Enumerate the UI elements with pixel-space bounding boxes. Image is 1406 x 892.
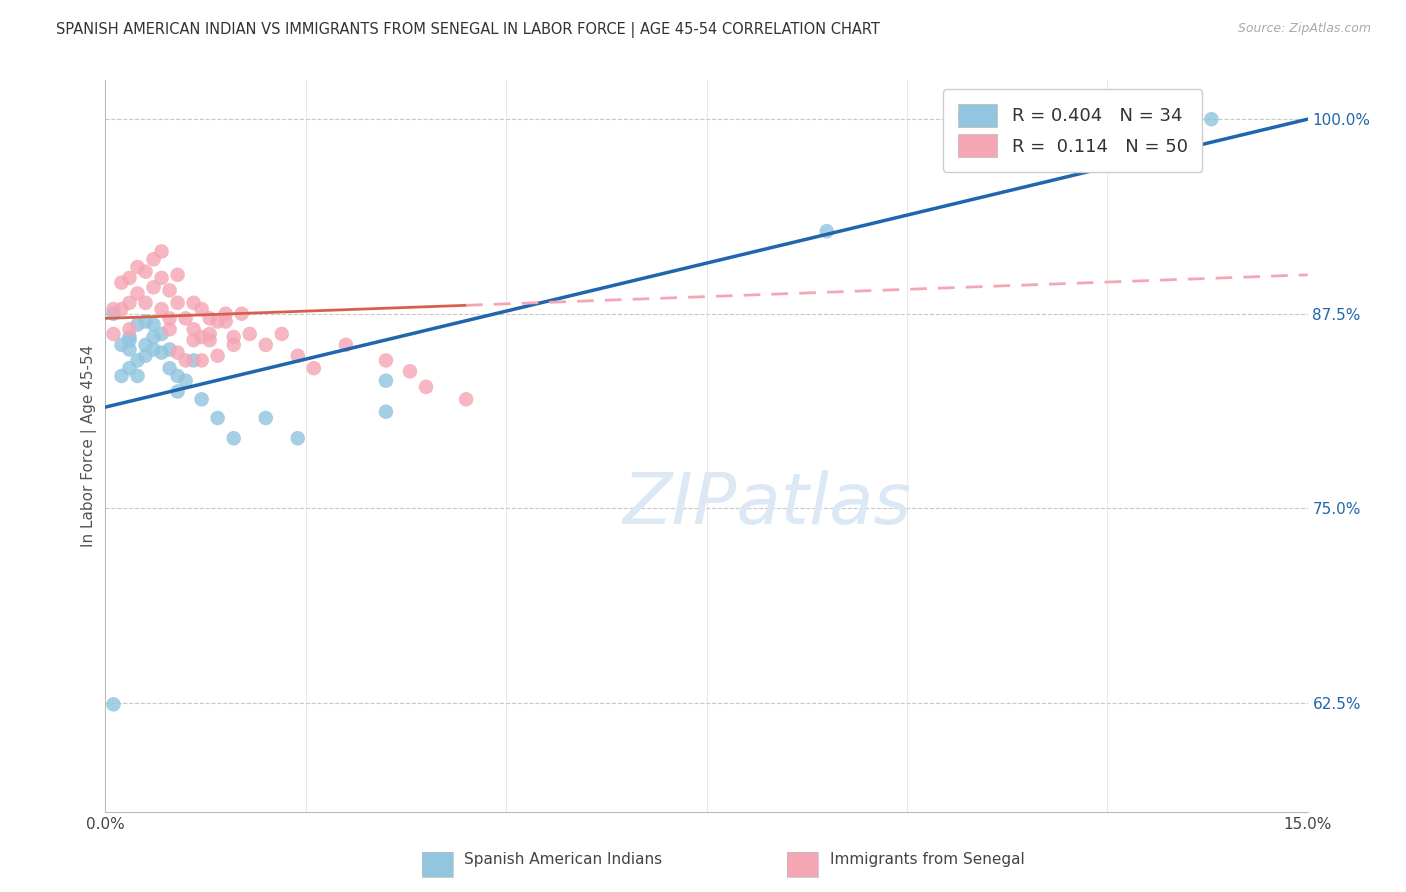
Text: Source: ZipAtlas.com: Source: ZipAtlas.com — [1237, 22, 1371, 36]
Point — [222, 338, 245, 352]
Point — [103, 307, 125, 321]
Point — [399, 364, 422, 378]
Point — [214, 307, 236, 321]
Point — [127, 260, 149, 274]
Point — [142, 343, 165, 357]
Point — [222, 330, 245, 344]
Point — [374, 374, 398, 388]
Point — [150, 244, 173, 259]
Point — [270, 326, 292, 341]
Point — [142, 318, 165, 332]
Point — [302, 361, 325, 376]
Point — [183, 333, 205, 347]
Point — [135, 265, 157, 279]
Point — [174, 374, 197, 388]
Point — [254, 411, 277, 425]
Point — [222, 431, 245, 445]
Legend: R = 0.404   N = 34, R =  0.114   N = 50: R = 0.404 N = 34, R = 0.114 N = 50 — [943, 89, 1202, 172]
Point — [287, 349, 309, 363]
Point — [198, 311, 221, 326]
Point — [335, 338, 357, 352]
Point — [135, 349, 157, 363]
Point — [118, 295, 141, 310]
Point — [198, 326, 221, 341]
Point — [1201, 112, 1223, 127]
Point — [231, 307, 253, 321]
Point — [159, 361, 181, 376]
Point — [127, 318, 149, 332]
Point — [103, 326, 125, 341]
Point — [150, 301, 173, 316]
Point — [127, 286, 149, 301]
Point — [127, 368, 149, 383]
Point — [159, 284, 181, 298]
Point — [239, 326, 262, 341]
Point — [159, 322, 181, 336]
Point — [166, 295, 188, 310]
Point — [374, 353, 398, 368]
Point — [110, 338, 132, 352]
Point — [142, 330, 165, 344]
Point — [183, 322, 205, 336]
Point — [174, 311, 197, 326]
Point — [190, 392, 212, 407]
Point — [415, 380, 437, 394]
Point — [454, 392, 477, 407]
Point — [815, 224, 838, 238]
Point — [207, 411, 229, 425]
Point — [118, 271, 141, 285]
Point — [142, 252, 165, 267]
Point — [118, 330, 141, 344]
Point — [166, 368, 188, 383]
Point — [159, 343, 181, 357]
Point — [254, 338, 277, 352]
Point — [150, 271, 173, 285]
Point — [166, 345, 188, 359]
Point — [374, 405, 398, 419]
Point — [127, 353, 149, 368]
Point — [110, 301, 132, 316]
Point — [103, 698, 125, 712]
Y-axis label: In Labor Force | Age 45-54: In Labor Force | Age 45-54 — [82, 345, 97, 547]
Point — [287, 431, 309, 445]
Point — [159, 311, 181, 326]
Point — [135, 338, 157, 352]
Point — [183, 295, 205, 310]
Point — [110, 276, 132, 290]
Text: Immigrants from Senegal: Immigrants from Senegal — [830, 853, 1025, 867]
Point — [174, 353, 197, 368]
Point — [214, 314, 236, 328]
Point — [207, 314, 229, 328]
Point — [190, 330, 212, 344]
Point — [190, 301, 212, 316]
Point — [142, 280, 165, 294]
Point — [118, 333, 141, 347]
Point — [135, 314, 157, 328]
Point — [150, 326, 173, 341]
Point — [118, 322, 141, 336]
Point — [103, 301, 125, 316]
Point — [135, 295, 157, 310]
Text: ZIPatlas: ZIPatlas — [621, 470, 911, 539]
Point — [166, 384, 188, 399]
Point — [198, 333, 221, 347]
Point — [110, 368, 132, 383]
Point — [118, 343, 141, 357]
Point — [118, 361, 141, 376]
Point — [166, 268, 188, 282]
Text: SPANISH AMERICAN INDIAN VS IMMIGRANTS FROM SENEGAL IN LABOR FORCE | AGE 45-54 CO: SPANISH AMERICAN INDIAN VS IMMIGRANTS FR… — [56, 22, 880, 38]
Point — [207, 349, 229, 363]
Text: Spanish American Indians: Spanish American Indians — [464, 853, 662, 867]
Point — [183, 353, 205, 368]
Point — [150, 345, 173, 359]
Point — [190, 353, 212, 368]
